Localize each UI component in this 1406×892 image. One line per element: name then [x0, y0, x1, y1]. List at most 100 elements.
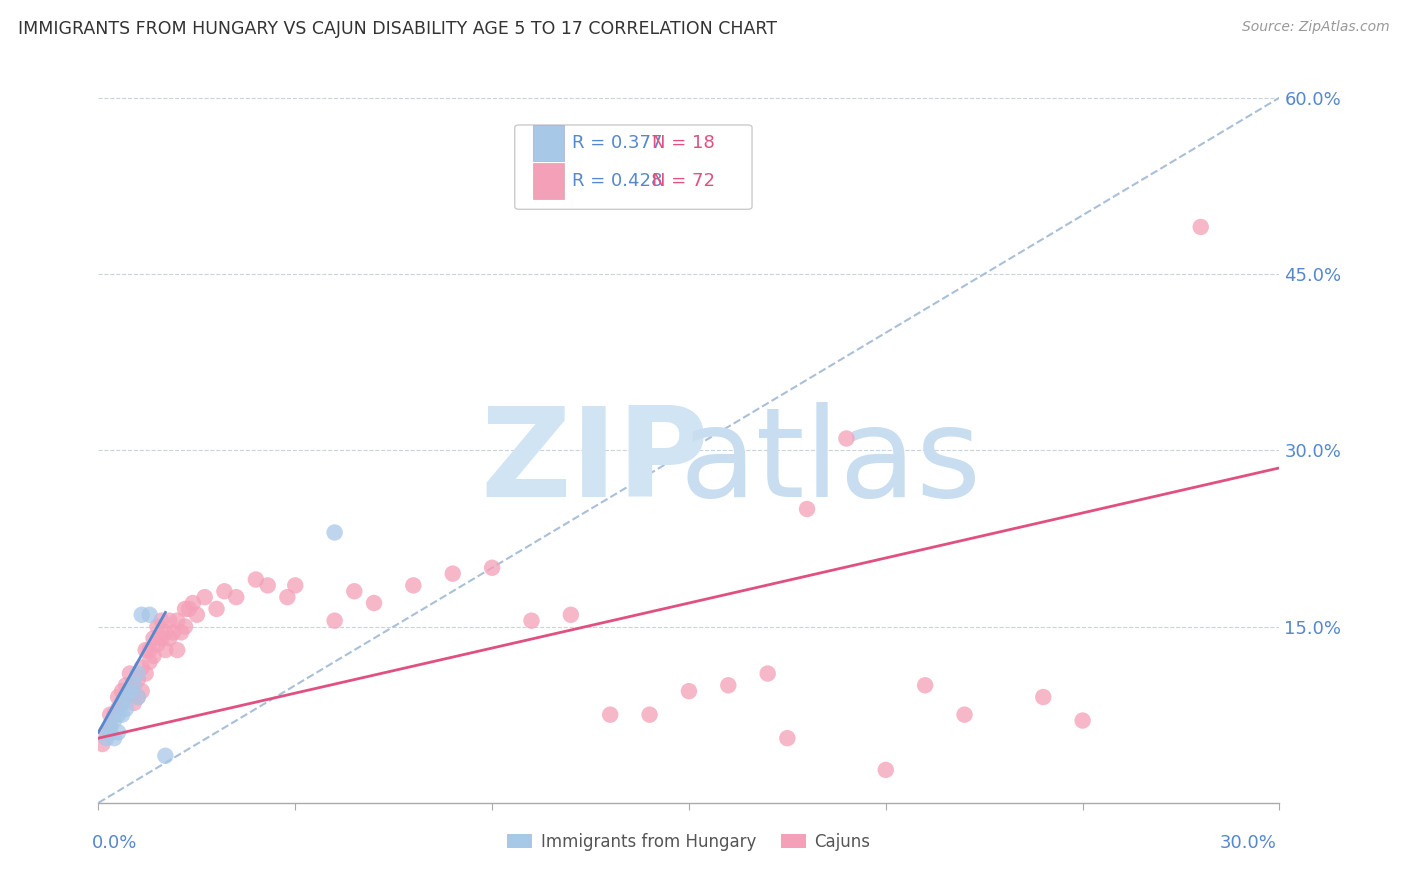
Point: [225, 590, 247, 604]
Point: [343, 584, 366, 599]
Point: [481, 561, 503, 575]
Point: [111, 696, 134, 710]
Point: [111, 696, 134, 710]
Point: [245, 573, 267, 587]
Point: [107, 702, 129, 716]
Point: [170, 625, 193, 640]
Point: [181, 596, 204, 610]
Point: [914, 678, 936, 692]
Point: [174, 602, 197, 616]
Point: [166, 614, 188, 628]
Point: [796, 502, 818, 516]
Point: [402, 578, 425, 592]
Point: [127, 673, 149, 687]
Point: [142, 648, 165, 663]
Point: [98, 707, 121, 722]
Point: [111, 684, 134, 698]
Point: [174, 619, 197, 633]
Point: [146, 637, 169, 651]
Point: [157, 632, 180, 646]
Text: Source: ZipAtlas.com: Source: ZipAtlas.com: [1241, 20, 1389, 34]
Point: [115, 678, 138, 692]
Point: [756, 666, 779, 681]
Point: [98, 719, 121, 733]
Point: [122, 696, 145, 710]
Point: [135, 643, 157, 657]
Text: R = 0.377: R = 0.377: [572, 134, 662, 152]
Point: [91, 737, 114, 751]
Text: IMMIGRANTS FROM HUNGARY VS CAJUN DISABILITY AGE 5 TO 17 CORRELATION CHART: IMMIGRANTS FROM HUNGARY VS CAJUN DISABIL…: [18, 20, 778, 37]
Point: [1071, 714, 1094, 728]
Point: [214, 584, 236, 599]
Text: ZIP: ZIP: [479, 401, 709, 523]
Point: [118, 684, 141, 698]
Point: [162, 625, 184, 640]
Point: [155, 748, 177, 763]
Point: [138, 607, 160, 622]
Point: [107, 707, 129, 722]
Point: [115, 690, 138, 704]
Text: R = 0.428: R = 0.428: [572, 172, 662, 190]
Point: [103, 714, 125, 728]
Point: [98, 719, 121, 733]
Point: [177, 602, 200, 616]
Point: [127, 690, 149, 704]
Point: [103, 707, 125, 722]
Legend: Immigrants from Hungary, Cajuns: Immigrants from Hungary, Cajuns: [501, 826, 877, 857]
Point: [717, 678, 740, 692]
Point: [256, 578, 278, 592]
Point: [150, 632, 173, 646]
Point: [135, 666, 157, 681]
Text: 30.0%: 30.0%: [1220, 834, 1277, 852]
Point: [1032, 690, 1054, 704]
Point: [138, 655, 160, 669]
Point: [150, 614, 173, 628]
Text: N = 18: N = 18: [652, 134, 714, 152]
Point: [1189, 219, 1212, 234]
Point: [127, 690, 149, 704]
Point: [186, 607, 208, 622]
Point: [560, 607, 582, 622]
Text: 0.0%: 0.0%: [91, 834, 136, 852]
Point: [599, 707, 621, 722]
Point: [107, 725, 129, 739]
Point: [142, 632, 165, 646]
Point: [115, 690, 138, 704]
Point: [205, 602, 228, 616]
Point: [127, 666, 149, 681]
Point: [111, 707, 134, 722]
Point: [122, 678, 145, 692]
Point: [98, 725, 121, 739]
Point: [520, 614, 543, 628]
Text: N = 72: N = 72: [652, 172, 714, 190]
Point: [96, 731, 118, 746]
Point: [118, 666, 141, 681]
Text: atlas: atlas: [679, 401, 981, 523]
Point: [131, 684, 153, 698]
Point: [118, 684, 141, 698]
Point: [953, 707, 976, 722]
Point: [138, 643, 160, 657]
Point: [131, 660, 153, 674]
Point: [155, 643, 177, 657]
Point: [115, 702, 138, 716]
Point: [776, 731, 799, 746]
Point: [875, 763, 897, 777]
Point: [323, 525, 346, 540]
Point: [146, 619, 169, 633]
Point: [276, 590, 298, 604]
Point: [284, 578, 307, 592]
Point: [835, 432, 858, 446]
Point: [103, 731, 125, 746]
Point: [678, 684, 700, 698]
Point: [155, 625, 177, 640]
Point: [166, 643, 188, 657]
Point: [441, 566, 464, 581]
Point: [363, 596, 385, 610]
Point: [194, 590, 217, 604]
Point: [96, 725, 118, 739]
Point: [638, 707, 661, 722]
Point: [157, 614, 180, 628]
Point: [323, 614, 346, 628]
Point: [122, 678, 145, 692]
